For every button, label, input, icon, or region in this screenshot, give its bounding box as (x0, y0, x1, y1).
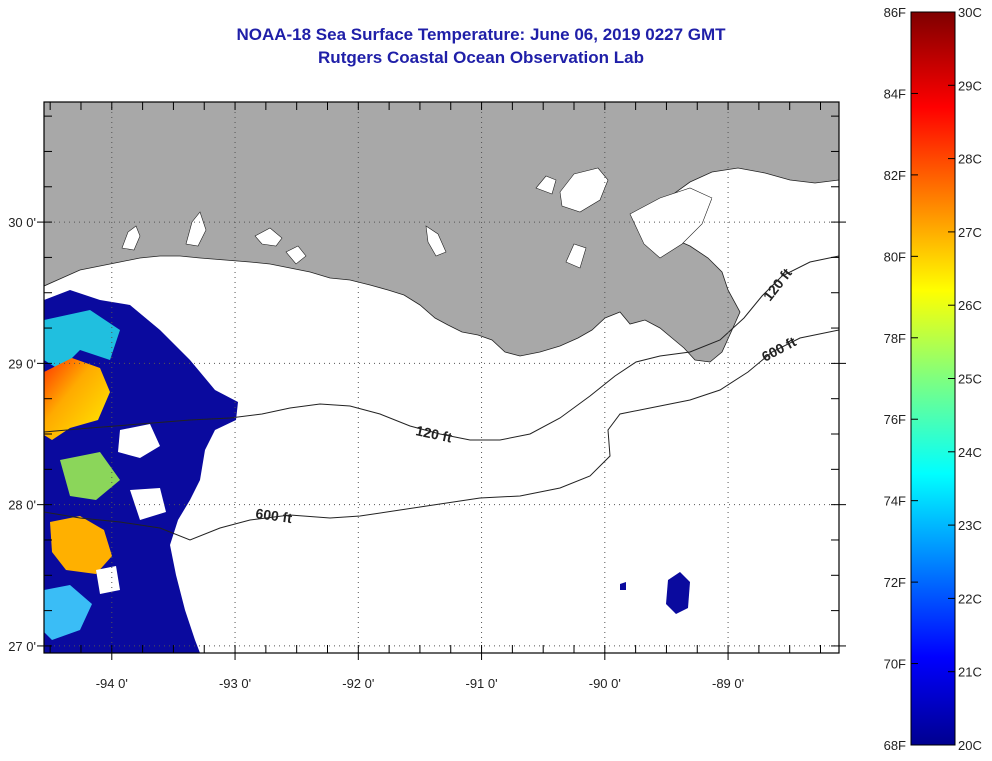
sst-cloud-gap-1 (118, 424, 160, 458)
lon-label: -89 0' (712, 676, 744, 691)
lat-label: 30 0' (8, 215, 36, 230)
colorbar-f-label: 76F (884, 412, 906, 427)
sst-green-patch (60, 452, 120, 500)
colorbar-c-label: 28C (958, 152, 982, 167)
colorbar-c-label: 23C (958, 518, 982, 533)
lake-sabine-marsh (185, 211, 207, 247)
colorbar-c-label: 29C (958, 78, 982, 93)
sst-patch-offshore (666, 572, 690, 614)
chandeleur-sound (712, 192, 839, 300)
colorbar-labels: 86F 84F 82F 80F 78F 76F 74F 72F 70F 68F 30C 29C 28C 2… (884, 5, 982, 753)
colorbar-f-label: 68F (884, 738, 906, 753)
sst-cloud-gap-2 (96, 566, 120, 594)
colorbar-c-label: 21C (958, 665, 982, 680)
sst-warm-patch-south (50, 516, 112, 574)
contour-120ft (44, 255, 839, 441)
map-frame (43, 101, 840, 654)
lake-borgne (629, 187, 713, 259)
colorbar-f-label: 86F (884, 5, 906, 20)
colorbar-f-label: 78F (884, 331, 906, 346)
colorbar-f-label: 82F (884, 168, 906, 183)
contour-label-120ft-west: 120 ft (414, 422, 453, 445)
colorbar-f-label: 80F (884, 249, 906, 264)
lat-label: 27 0' (8, 639, 36, 654)
colorbar-c-label: 24C (958, 445, 982, 460)
colorbar-c-label: 27C (958, 225, 982, 240)
colorbar-f-label: 74F (884, 494, 906, 509)
sst-dot-offshore (620, 582, 626, 590)
sst-cyan-patch (44, 310, 120, 370)
colorbar-f-label: 70F (884, 657, 906, 672)
bay-barataria (565, 243, 587, 269)
map-title: NOAA-18 Sea Surface Temperature: June 06… (236, 25, 726, 44)
lat-label: 29 0' (8, 356, 36, 371)
lake-maurepas (535, 175, 557, 195)
lon-label: -91 0' (465, 676, 497, 691)
sst-cyan-patch-south (44, 585, 92, 640)
map-subtitle: Rutgers Coastal Ocean Observation Lab (318, 48, 644, 67)
lat-label: 28 0' (8, 498, 36, 513)
marsh-ponds (425, 225, 447, 257)
sst-warm-patch-north (44, 358, 110, 440)
frame-ticks (37, 102, 846, 660)
latitude-labels: 30 0' 29 0' 28 0' 27 0' (8, 215, 36, 654)
lon-label: -94 0' (96, 676, 128, 691)
lon-label: -92 0' (342, 676, 374, 691)
colorbar-c-label: 20C (958, 738, 982, 753)
graticule (44, 102, 839, 653)
lon-label: -90 0' (589, 676, 621, 691)
contour-600ft (44, 329, 839, 541)
colorbar-c-label: 30C (958, 5, 982, 20)
lake-pontchartrain (559, 167, 609, 213)
sst-cloud-gap-3 (130, 488, 166, 520)
sst-data-patches (44, 290, 690, 653)
colorbar-f-label: 84F (884, 86, 906, 101)
lake-calcasieu (121, 225, 141, 251)
lon-label: -93 0' (219, 676, 251, 691)
lake-grand (254, 227, 283, 247)
lake-white (285, 245, 307, 265)
colorbar-c-label: 25C (958, 372, 982, 387)
colorbar-c-label: 26C (958, 298, 982, 313)
longitude-labels: -94 0' -93 0' -92 0' -91 0' -90 0' -89 0' (96, 676, 744, 691)
colorbar-c-label: 22C (958, 591, 982, 606)
colorbar-f-label: 72F (884, 575, 906, 590)
colorbar (910, 11, 956, 746)
contour-label-600ft-west: 600 ft (255, 505, 294, 526)
